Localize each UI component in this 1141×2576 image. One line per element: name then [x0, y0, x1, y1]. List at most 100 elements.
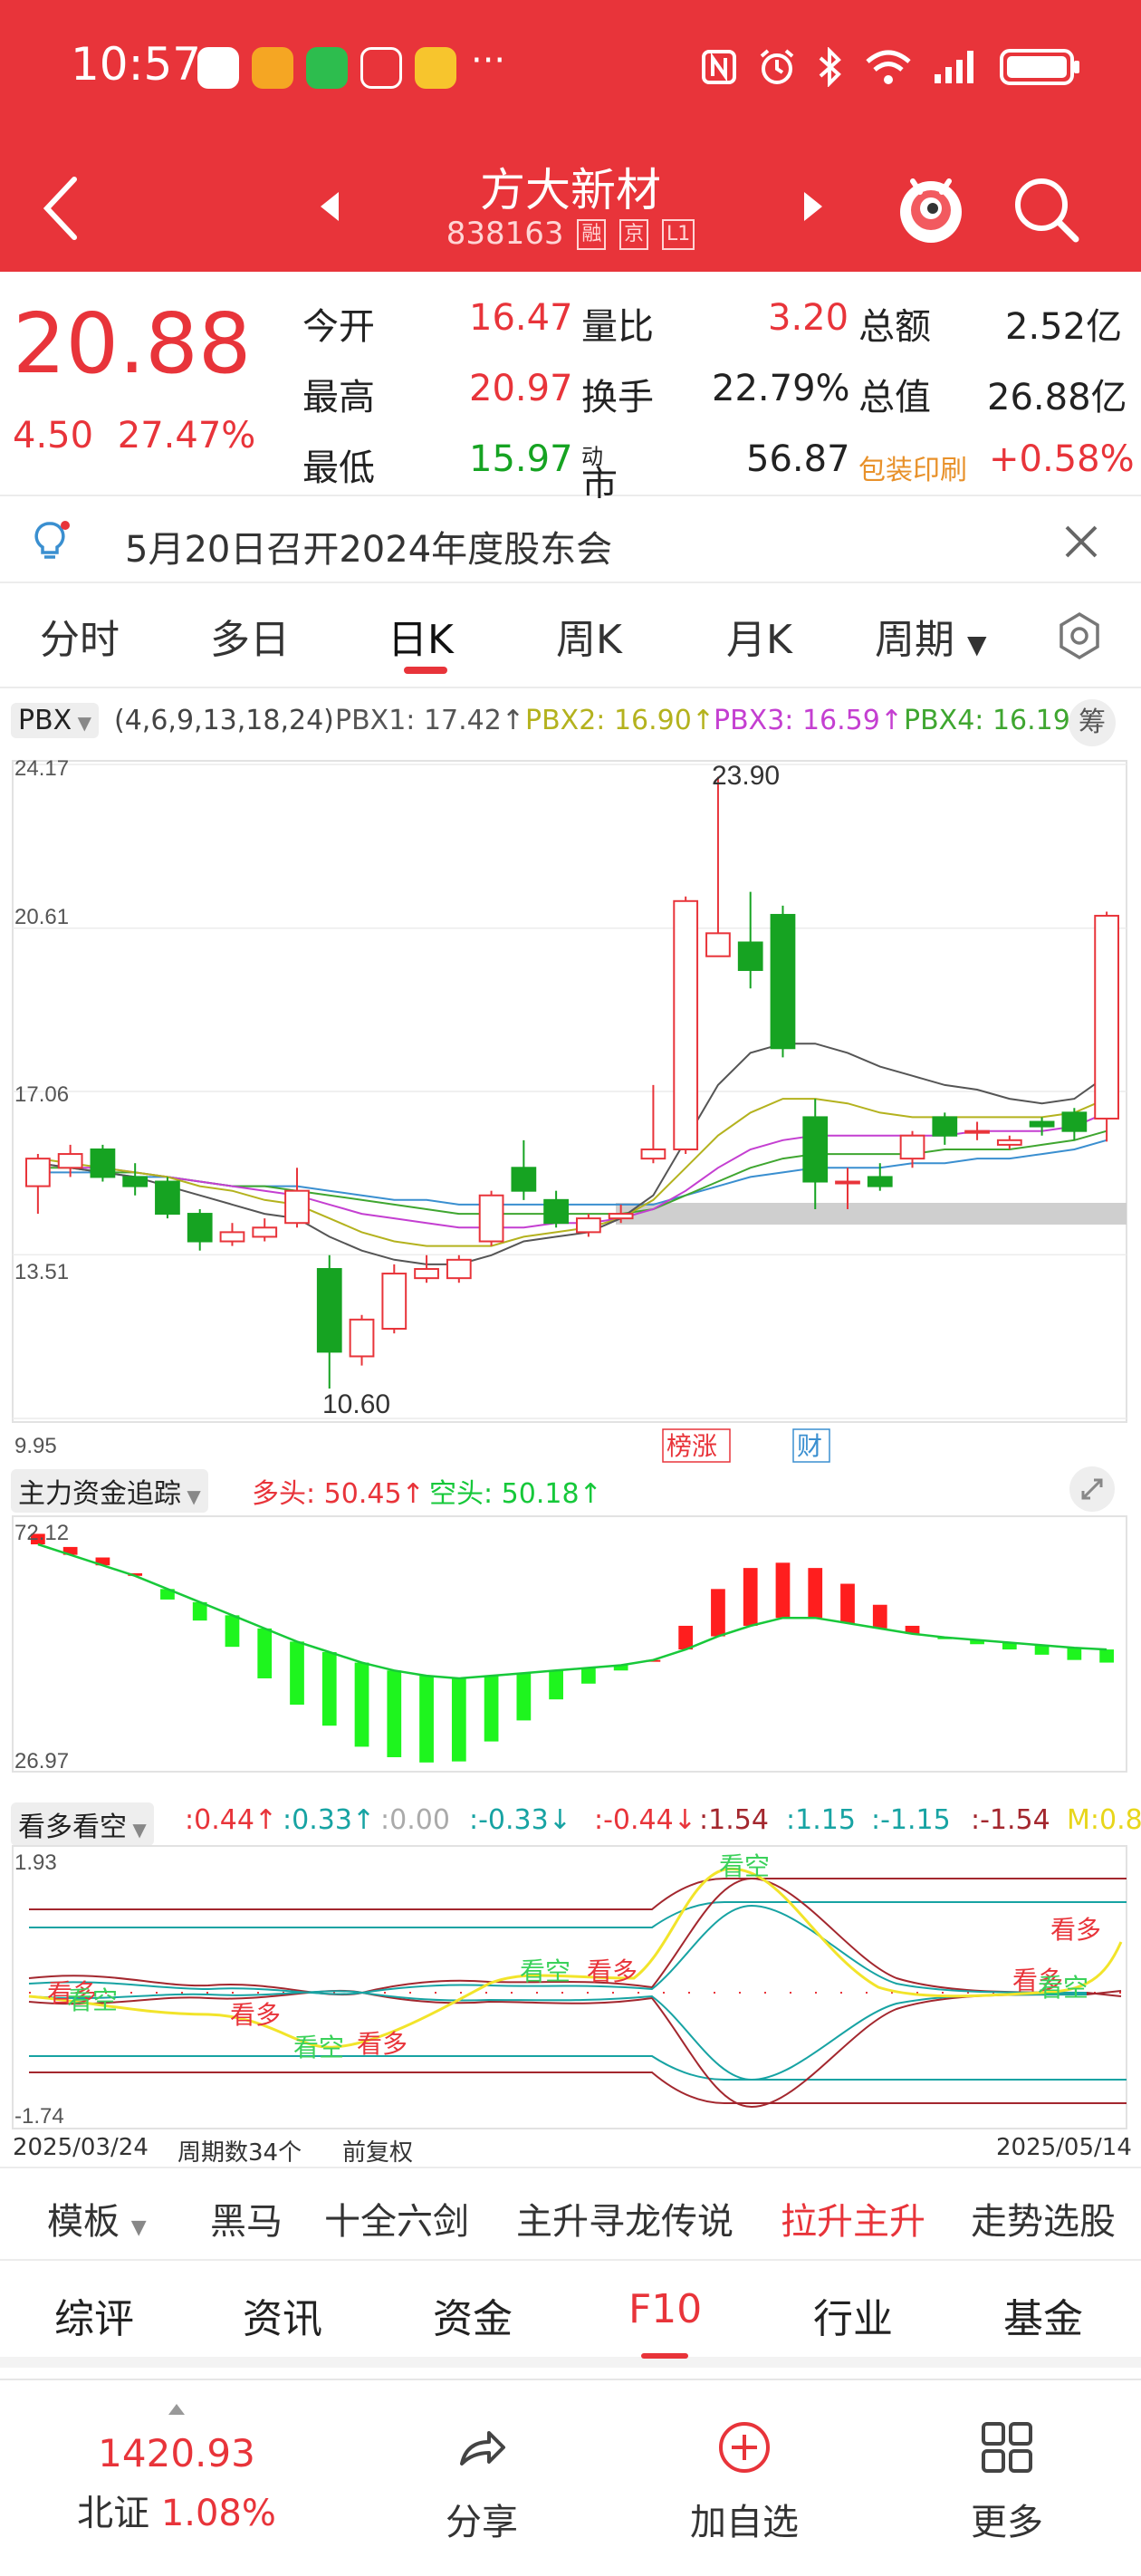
bull-bear-chart[interactable]: 1.93 -1.74 看多 看空 看多 看空 看多 看空 看多 看空 看多 看空…	[0, 1842, 1141, 2132]
close-icon[interactable]	[1060, 520, 1103, 563]
low-label: 最低	[302, 447, 375, 489]
candle-down	[122, 1176, 149, 1187]
tab-industry[interactable]: 行业	[813, 2296, 893, 2342]
kline-params: (4,6,9,13,18,24)	[114, 705, 334, 736]
fund-indicator-button[interactable]: 主力资金追踪 ▼	[11, 1469, 208, 1513]
candle-down	[867, 1176, 893, 1187]
candle-down	[155, 1180, 180, 1216]
candle	[122, 1163, 149, 1196]
quote-panel: 20.88 4.50 27.47% 今开 16.47 量比 3.20 总额 2.…	[0, 272, 1141, 558]
kdkk-indicator-button[interactable]: 看多看空 ▼	[11, 1802, 154, 1846]
fund-bar-down	[549, 1670, 563, 1700]
caret-up-icon	[168, 2404, 185, 2415]
kdkk-val-2: :0.33↑	[283, 1804, 376, 1836]
kdkk-val-9: :-1.54	[971, 1804, 1050, 1836]
tab-news[interactable]: 资讯	[243, 2296, 322, 2342]
notice-bar[interactable]: 5月20日召开2024年度股东会	[0, 498, 1141, 583]
kdkk-val-10: M:0.8	[1067, 1804, 1141, 1836]
system-icons	[701, 47, 1081, 87]
tab-monthly-k[interactable]: 月K	[726, 617, 792, 663]
y-tick-4: 9.95	[14, 1434, 57, 1458]
expand-icon[interactable]	[1069, 1466, 1116, 1513]
index-value[interactable]: 1420.93	[98, 2431, 255, 2475]
tab-weekly-k[interactable]: 周K	[556, 617, 622, 663]
momentum-line	[28, 1867, 1123, 2049]
notice-text[interactable]: 5月20日召开2024年度股东会	[125, 529, 613, 571]
y-tick-1: 20.61	[14, 905, 69, 929]
prev-stock-icon[interactable]	[317, 188, 344, 225]
candle	[219, 1223, 245, 1246]
fund-bar-down	[613, 1665, 628, 1671]
ma3-line	[37, 1111, 1107, 1229]
fund-bars	[31, 1533, 1114, 1763]
signal-bear-5: 看空	[1038, 1973, 1088, 2003]
status-bar: 10:57 ···	[0, 0, 1141, 145]
kdkk-val-7: :1.15	[786, 1804, 856, 1836]
tool-ten-swords[interactable]: 十全六剑	[324, 2201, 469, 2243]
fund-bar-down	[257, 1628, 273, 1678]
kdkk-val-1: :0.44↑	[185, 1804, 278, 1836]
mascot-icon[interactable]	[895, 167, 967, 248]
fund-bar-up	[743, 1568, 758, 1626]
tab-daily-k[interactable]: 日K	[388, 617, 454, 663]
fund-bar-up	[62, 1546, 78, 1555]
grid-icon	[982, 2422, 1032, 2473]
low-value: 15.97	[469, 438, 573, 480]
candle	[996, 1135, 1022, 1149]
stock-name: 方大新材	[480, 164, 661, 216]
kdkk-indicator-name: 看多看空	[18, 1812, 127, 1843]
kline-candles	[25, 776, 1119, 1389]
tab-fund-holdings[interactable]: 基金	[1003, 2296, 1083, 2342]
next-stock-icon[interactable]	[799, 188, 826, 225]
fund-bar-down	[321, 1651, 337, 1726]
info-tabs: 综评 资讯 资金 F10 行业 基金	[0, 2263, 1141, 2368]
candle-up	[899, 1134, 925, 1160]
candle-up	[964, 1129, 990, 1134]
index-line[interactable]: 北证 1.08%	[0, 2484, 353, 2536]
candle-down	[511, 1167, 537, 1192]
search-icon[interactable]	[1007, 170, 1085, 248]
signal-bull-6: 看多	[1050, 1915, 1101, 1945]
kline-indicator-button[interactable]: PBX ▼	[11, 703, 99, 738]
tab-overview[interactable]: 综评	[54, 2296, 134, 2342]
tab-f10[interactable]: F10	[628, 2286, 703, 2332]
tab-period-select[interactable]: 周期 ▼	[875, 607, 987, 665]
amount-value: 2.52亿	[1005, 306, 1123, 348]
sector-name[interactable]: 包装印刷	[858, 455, 967, 486]
add-watchlist-label: 加自选	[690, 2502, 799, 2543]
bluetooth-icon	[819, 47, 841, 87]
back-icon[interactable]	[34, 172, 89, 245]
tool-trend-picker[interactable]: 走势选股	[971, 2201, 1116, 2243]
candle-up	[57, 1153, 83, 1169]
pbx3-value: PBX3: 16.59↑	[714, 705, 903, 736]
open-label: 今开	[302, 306, 375, 348]
chart-settings-icon[interactable]	[1054, 610, 1105, 661]
tool-dragon-legend[interactable]: 主升寻龙传说	[516, 2201, 734, 2243]
chevron-down-icon: ▼	[72, 712, 91, 734]
more-notifications-icon: ···	[471, 40, 506, 82]
tab-funds[interactable]: 资金	[433, 2296, 513, 2342]
volume-ratio-value: 3.20	[768, 297, 849, 339]
template-button[interactable]: 模板 ▼	[47, 2192, 147, 2244]
tab-intraday[interactable]: 分时	[40, 617, 120, 663]
candle	[1029, 1117, 1055, 1136]
fund-bar-up	[128, 1572, 143, 1576]
kdkk-ymin: -1.74	[14, 2104, 64, 2129]
candle	[349, 1314, 375, 1366]
candle	[414, 1254, 439, 1283]
candle-up	[835, 1180, 860, 1185]
chip-distribution-button[interactable]: 筹	[1069, 699, 1116, 746]
kline-chart[interactable]: 24.17 20.61 17.06 13.51 9.95 23.90 10.60…	[0, 688, 1141, 1467]
ma1-line	[37, 1043, 1107, 1265]
fund-bar-up	[95, 1557, 110, 1566]
axis-end-date: 2025/05/14	[996, 2134, 1132, 2161]
tab-multiday[interactable]: 多日	[210, 617, 290, 663]
tool-rise-main[interactable]: 拉升主升	[781, 2201, 925, 2243]
adjust-mode[interactable]: 前复权	[342, 2139, 414, 2167]
tool-dark-horse[interactable]: 黑马	[210, 2201, 283, 2243]
fund-bar-down	[192, 1601, 207, 1621]
fund-chart[interactable]: 72.12 26.97	[0, 1513, 1141, 1775]
candle	[90, 1144, 116, 1182]
fund-bar-up	[711, 1589, 725, 1637]
candle	[576, 1214, 601, 1237]
